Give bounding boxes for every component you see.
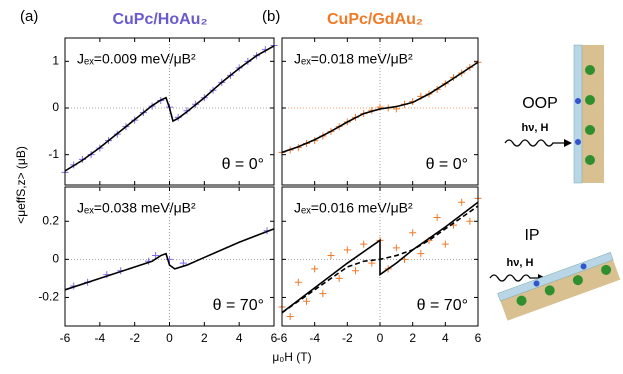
annotation: θ = 0° bbox=[222, 156, 264, 173]
annotation: Jₑₓ=0.016 meV/μB² bbox=[294, 200, 413, 216]
data-point bbox=[409, 229, 417, 237]
atom bbox=[580, 263, 587, 270]
plot-frame bbox=[281, 37, 479, 186]
data-point bbox=[343, 246, 351, 254]
atom bbox=[585, 65, 595, 75]
x-tick-label: 2 bbox=[201, 331, 208, 345]
x-tick-label: -2 bbox=[129, 331, 140, 345]
data-point bbox=[417, 250, 425, 258]
atom bbox=[585, 155, 595, 165]
data-point bbox=[441, 240, 449, 248]
x-tick-label: 6 bbox=[475, 331, 482, 345]
x-axis-label: μ₀H (T) bbox=[272, 350, 311, 364]
annotation: Jₑₓ=0.018 meV/μB² bbox=[294, 51, 413, 67]
x-tick-label: 2 bbox=[409, 331, 416, 345]
x-tick-label: 4 bbox=[442, 331, 449, 345]
data-point bbox=[433, 213, 441, 221]
arrow-head bbox=[564, 139, 572, 147]
atom bbox=[544, 285, 555, 296]
data-point bbox=[294, 278, 302, 286]
atom bbox=[533, 280, 540, 287]
y-tick-label: 0 bbox=[52, 252, 59, 266]
y-tick-label: -0.2 bbox=[38, 290, 59, 304]
atom bbox=[572, 275, 583, 286]
data-point bbox=[352, 267, 359, 275]
beam-arrow bbox=[504, 139, 564, 147]
panel-label: (b) bbox=[262, 8, 280, 25]
fit-line bbox=[64, 228, 275, 291]
fit-line bbox=[281, 205, 479, 314]
data-point bbox=[458, 198, 466, 206]
data-point bbox=[311, 265, 319, 273]
atom bbox=[575, 98, 581, 104]
x-tick-label: -2 bbox=[342, 331, 353, 345]
x-tick-label: -6 bbox=[60, 331, 71, 345]
plot-frame bbox=[64, 37, 275, 186]
data-point bbox=[360, 240, 368, 248]
atom bbox=[516, 295, 527, 306]
y-tick-label: -1 bbox=[48, 147, 59, 161]
annotation: Jₑₓ=0.009 meV/μB² bbox=[77, 51, 196, 67]
data-point bbox=[286, 312, 294, 320]
annotation: Jₑₓ=0.038 meV/μB² bbox=[77, 200, 196, 216]
x-tick-label: -4 bbox=[94, 331, 105, 345]
x-tick-label: -6 bbox=[277, 331, 288, 345]
illustration-label: IP bbox=[524, 227, 539, 244]
y-tick-label: 0 bbox=[52, 100, 59, 114]
data-point bbox=[303, 297, 310, 305]
data-point bbox=[466, 217, 474, 225]
data-point bbox=[319, 290, 327, 298]
illustration-label: OOP bbox=[522, 95, 558, 112]
plot-frame bbox=[281, 186, 479, 327]
data-point bbox=[327, 252, 335, 260]
annotation: θ = 0° bbox=[426, 156, 468, 173]
plot-frame bbox=[64, 186, 275, 327]
chart-title: CuPc/GdAu₂ bbox=[327, 11, 423, 28]
atom bbox=[601, 264, 612, 275]
fit-line bbox=[281, 201, 479, 314]
fit-line bbox=[64, 45, 275, 172]
data-point bbox=[392, 244, 400, 252]
atom bbox=[585, 125, 595, 135]
substrate bbox=[500, 258, 621, 321]
oop-illustration: OOP hν, H bbox=[504, 44, 604, 184]
x-tick-label: 4 bbox=[236, 331, 243, 345]
data-point bbox=[152, 252, 160, 260]
y-axis-label: <μeffS,z> (μB) bbox=[14, 146, 28, 224]
data-point bbox=[335, 274, 343, 282]
x-tick-label: -4 bbox=[309, 331, 320, 345]
annotation: θ = 70° bbox=[213, 297, 264, 314]
annotation: θ = 70° bbox=[417, 297, 468, 314]
fit-line bbox=[281, 61, 479, 154]
x-tick-label: 0 bbox=[166, 331, 173, 345]
beam-label: hν, H bbox=[522, 122, 549, 134]
panel-label: (a) bbox=[20, 8, 38, 25]
chart-title: CuPc/HoAu₂ bbox=[112, 11, 207, 28]
x-tick-label: 0 bbox=[377, 331, 384, 345]
beam-arrow bbox=[489, 274, 538, 282]
x-tick-label: 6 bbox=[271, 331, 278, 345]
y-tick-label: 0.2 bbox=[42, 213, 59, 227]
y-tick-label: 1 bbox=[52, 54, 59, 68]
atom bbox=[575, 139, 581, 145]
ip-illustration: IP hν, H bbox=[489, 227, 621, 321]
beam-label: hν, H bbox=[507, 257, 534, 269]
molecule-layer bbox=[573, 44, 583, 184]
atom bbox=[585, 95, 595, 105]
